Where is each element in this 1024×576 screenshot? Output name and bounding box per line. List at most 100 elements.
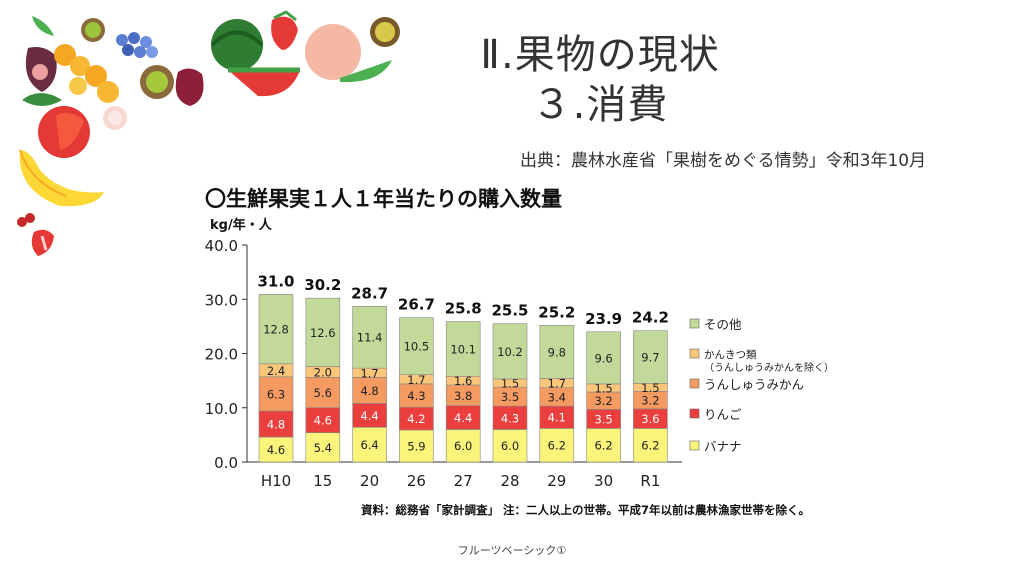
bar-segment: [586, 331, 621, 385]
slide-title-line1: Ⅱ.果物の現状: [480, 32, 720, 78]
bar-value-label: 12.8: [263, 323, 289, 337]
bar-value-label: 1.6: [454, 374, 472, 388]
bar-value-label: 3.6: [641, 412, 659, 426]
bar-value-label: 4.8: [360, 384, 378, 398]
bar-segment: [258, 294, 294, 365]
chart-source-note: 資料：総務省「家計調査」 注：二人以上の世帯。平成7年以前は農林漁家世帯を除く。: [361, 503, 810, 517]
bar-value-label: 5.6: [314, 386, 332, 400]
bar-value-label: 6.2: [548, 439, 566, 453]
bar-value-label: 4.4: [360, 409, 378, 423]
leaf-icon: [22, 16, 62, 106]
bar-segment: [445, 321, 481, 377]
bar-segment: [352, 306, 387, 369]
bar-value-label: 11.4: [357, 331, 383, 345]
bar-value-label: 3.2: [594, 394, 612, 408]
bar-value-label: 4.8: [267, 418, 285, 432]
bar-segment: [305, 297, 341, 367]
bar-value-label: 5.9: [407, 439, 425, 453]
fruit-illustration: [17, 10, 400, 256]
bar-value-label: 1.5: [594, 381, 612, 395]
bar-value-label: 6.2: [641, 439, 659, 453]
bar-total-label: 25.2: [538, 303, 575, 321]
slide-footer: フルーツベーシック①: [457, 544, 567, 557]
bar-value-label: 3.2: [641, 394, 659, 408]
kiwi-icon: [81, 18, 105, 42]
bar-segment: [492, 323, 528, 380]
bar-value-label: 12.6: [310, 326, 336, 340]
bar-value-label: 3.5: [594, 412, 612, 426]
legend-swatch: [689, 440, 700, 451]
bar-segment: [633, 330, 668, 384]
x-tick-label: 28: [500, 472, 519, 490]
bar-value-label: 9.8: [548, 345, 566, 359]
y-tick-label: 10.0: [205, 400, 238, 418]
legend-label: かんきつ類: [704, 349, 757, 361]
legend-label: バナナ: [704, 439, 742, 454]
bar-segment: [305, 407, 341, 434]
bar-value-label: 10.2: [497, 345, 523, 359]
bar-value-label: 10.1: [450, 342, 476, 356]
bar-total-label: 25.5: [491, 302, 528, 320]
bar-value-label: 1.7: [548, 377, 566, 391]
watermelon-icon: [210, 19, 300, 97]
bar-segment: [492, 429, 528, 463]
bar-value-label: 6.3: [267, 387, 285, 401]
bar-segment: [352, 426, 387, 463]
legend-label: うんしゅうみかん: [704, 377, 804, 392]
bar-total-label: 25.8: [445, 299, 482, 317]
bar-total-label: 26.7: [398, 296, 435, 314]
bar-total-label: 31.0: [257, 272, 294, 290]
kiwi-half-icon: [370, 17, 400, 47]
bar-value-label: 2.4: [267, 364, 285, 378]
source-citation: 出典：農林水産省「果樹をめぐる情勢」令和3年10月: [520, 151, 927, 171]
bar-segment: [539, 428, 575, 463]
grapes-icon: [116, 32, 158, 58]
bar-value-label: 9.7: [641, 351, 659, 365]
peach-icon: [305, 24, 392, 83]
bar-segment: [305, 432, 341, 463]
bar-segment: [445, 429, 481, 463]
bar-total-label: 30.2: [304, 276, 341, 294]
x-tick-label: R1: [640, 472, 660, 490]
legend-swatch: [689, 378, 700, 389]
slide-title-line2: ３.消費: [531, 82, 669, 128]
y-tick-label: 40.0: [205, 237, 238, 255]
x-tick-label: 15: [313, 472, 332, 490]
x-tick-label: 30: [594, 472, 613, 490]
bar-value-label: 6.4: [360, 438, 378, 452]
y-tick-label: 30.0: [205, 291, 238, 309]
bar-value-label: 3.5: [501, 390, 519, 404]
legend-swatch: [689, 348, 700, 359]
bar-value-label: 3.4: [548, 390, 566, 404]
bar-value-label: 2.0: [314, 365, 332, 379]
bar-value-label: 4.4: [454, 411, 472, 425]
fig-icon: [25, 47, 57, 92]
legend-label: その他: [704, 317, 742, 332]
bar-value-label: 10.5: [404, 340, 430, 354]
bar-value-label: 1.5: [641, 381, 659, 395]
bar-value-label: 4.6: [267, 443, 285, 457]
plum-icon: [175, 68, 204, 106]
bar-segment: [258, 410, 294, 438]
bar-total-label: 24.2: [632, 309, 669, 327]
bar-value-label: 1.5: [501, 377, 519, 391]
slide-title: Ⅱ.果物の現状 ３.消費: [420, 30, 780, 130]
legend-label: （うんしゅうみかんを除く）: [704, 361, 834, 374]
bar-value-label: 6.2: [594, 439, 612, 453]
y-tick-label: 20.0: [205, 346, 238, 364]
bar-value-label: 1.7: [360, 366, 378, 380]
bar-segment: [633, 428, 668, 463]
kiwi-slice-icon: [140, 65, 174, 99]
bar-segment: [305, 377, 341, 409]
bar-value-label: 1.7: [407, 373, 425, 387]
bar-total-label: 28.7: [351, 284, 388, 302]
citrus-icon: [54, 44, 119, 103]
bar-value-label: 4.3: [407, 389, 425, 403]
apple-icon: [38, 106, 127, 158]
bar-segment: [352, 377, 387, 404]
x-tick-label: H10: [261, 472, 291, 490]
bar-value-label: 6.0: [454, 439, 472, 453]
bar-segment: [539, 324, 575, 379]
bar-value-label: 4.1: [548, 411, 566, 425]
